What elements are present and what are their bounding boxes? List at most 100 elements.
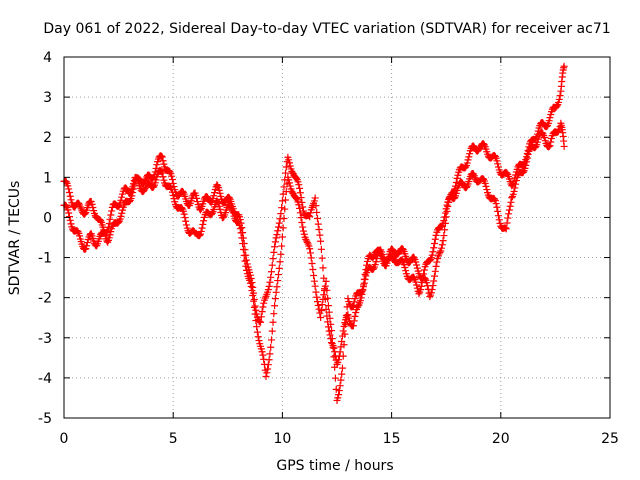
data-point: [413, 264, 421, 272]
data-point: [441, 209, 449, 217]
series-track-a: [60, 62, 568, 368]
data-point: [492, 200, 500, 208]
data-point: [278, 242, 286, 250]
data-point: [465, 153, 473, 161]
data-point: [313, 208, 321, 216]
data-point: [242, 262, 250, 270]
data-point: [306, 209, 314, 217]
data-point: [451, 194, 459, 202]
data-point: [416, 286, 424, 294]
data-point: [321, 282, 329, 290]
data-point: [545, 117, 553, 125]
data-point: [263, 369, 271, 377]
data-point: [240, 252, 248, 260]
data-point: [314, 298, 321, 306]
data-point: [560, 142, 568, 150]
data-point: [466, 150, 474, 158]
data-point: [285, 179, 293, 187]
data-point: [228, 207, 236, 215]
x-tick-label: 15: [383, 431, 401, 447]
data-point: [302, 235, 310, 243]
data-point: [543, 122, 551, 130]
data-point: [507, 198, 515, 206]
data-point: [317, 307, 325, 315]
series-track-b: [60, 119, 568, 404]
data-point: [556, 92, 564, 100]
data-point: [65, 189, 73, 197]
data-point: [454, 171, 462, 179]
data-point: [524, 151, 532, 159]
data-point: [512, 180, 520, 188]
data-point: [546, 142, 554, 150]
data-point: [281, 205, 289, 213]
data-point: [277, 250, 285, 258]
data-point: [522, 161, 530, 169]
data-point: [344, 311, 352, 319]
data-point: [307, 254, 315, 262]
data-point: [431, 235, 439, 243]
data-point: [482, 182, 490, 190]
data-point: [494, 207, 502, 215]
data-point: [159, 157, 167, 165]
data-point: [326, 314, 334, 322]
data-point: [401, 264, 409, 272]
data-point: [65, 213, 73, 221]
y-axis-label: SDTVAR / TECUs: [7, 181, 23, 296]
data-point: [442, 205, 450, 213]
data-point: [158, 169, 166, 177]
data-point: [241, 257, 249, 265]
data-point: [342, 311, 350, 319]
data-point: [285, 176, 293, 184]
data-point: [452, 189, 460, 197]
data-point: [236, 225, 244, 233]
data-point: [269, 318, 277, 326]
data-point: [257, 318, 265, 326]
data-point: [332, 385, 340, 393]
data-point: [216, 205, 224, 213]
data-point: [182, 221, 190, 229]
data-point: [269, 255, 277, 263]
data-point: [503, 219, 511, 227]
data-point: [428, 251, 436, 259]
y-tick-label: -3: [38, 331, 52, 347]
data-point: [292, 194, 300, 202]
data-point: [462, 183, 470, 191]
data-point: [317, 245, 325, 253]
data-point: [258, 348, 266, 356]
data-point: [150, 183, 158, 191]
data-point: [273, 231, 281, 239]
data-point: [277, 210, 285, 218]
data-point: [310, 277, 318, 285]
data-point: [278, 233, 286, 241]
data-point: [493, 203, 501, 211]
data-point: [439, 237, 447, 245]
data-point: [133, 174, 141, 182]
data-point: [267, 343, 275, 351]
data-point: [319, 295, 327, 303]
data-point: [170, 195, 178, 203]
data-point: [247, 283, 255, 291]
data-point: [197, 227, 205, 235]
x-axis-label: GPS time / hours: [276, 458, 393, 474]
data-point: [158, 168, 165, 176]
data-point: [429, 282, 437, 290]
data-point: [431, 267, 439, 275]
data-point: [193, 194, 201, 202]
data-point: [236, 221, 243, 229]
data-point: [344, 295, 352, 303]
data-point: [272, 288, 280, 296]
data-point: [337, 376, 345, 384]
data-point: [64, 182, 72, 190]
data-point: [327, 320, 335, 328]
data-point: [480, 175, 488, 183]
data-point: [239, 246, 247, 254]
data-point: [83, 242, 91, 250]
data-point: [315, 226, 323, 234]
data-point: [420, 266, 428, 274]
data-point: [257, 313, 265, 321]
data-point: [268, 261, 276, 269]
data-point: [309, 266, 317, 274]
data-point: [254, 333, 262, 341]
data-point: [350, 317, 358, 325]
data-point: [495, 216, 503, 224]
